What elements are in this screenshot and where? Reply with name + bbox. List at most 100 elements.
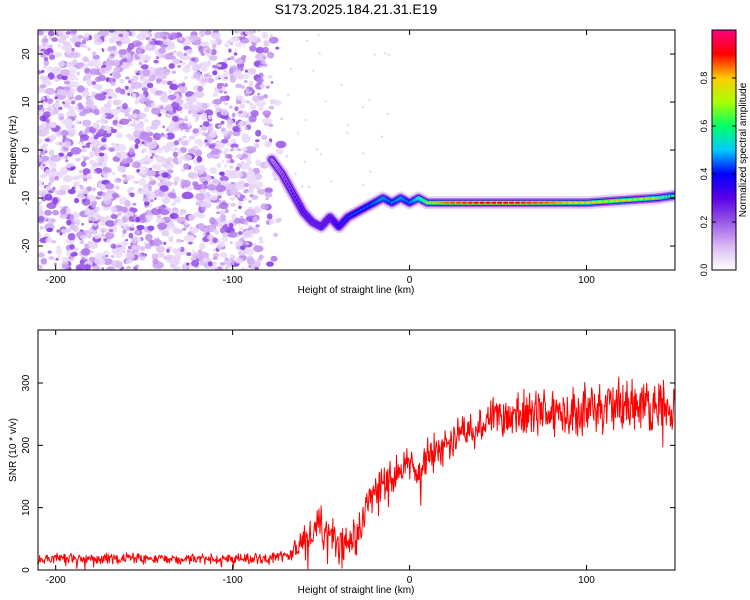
spectrogram-noise-blob: [386, 112, 389, 116]
spectrogram-noise-blob: [171, 101, 180, 110]
spectrogram-noise-blob: [92, 265, 100, 270]
spectrogram-noise-blob: [220, 108, 229, 116]
spectrogram-noise-blob: [236, 162, 242, 168]
spectrogram-signal-layer: [265, 153, 675, 234]
spectrogram-noise-blob: [66, 251, 71, 257]
spectrogram-noise-blob: [162, 125, 165, 129]
spectrogram-noise-blob: [232, 146, 238, 151]
spectrogram-noise-blob: [221, 236, 228, 243]
spectrogram-noise-blob: [153, 163, 162, 171]
spectrogram-noise-blob: [173, 181, 178, 186]
spectrogram-noise-blob: [101, 137, 107, 143]
spectrogram-noise-blob: [110, 243, 117, 249]
spectrogram-noise-blob: [101, 267, 105, 270]
spectrogram-noise-blob: [48, 182, 52, 186]
spectrogram-noise-blob: [128, 80, 132, 83]
spectrogram-noise-blob: [236, 110, 248, 118]
spectrogram-noise-blob: [226, 39, 231, 44]
spectrogram-noise-blob: [131, 245, 137, 250]
spectrogram-noise-blob: [110, 214, 118, 220]
spectrogram-noise-blob: [55, 248, 63, 255]
spectrogram-noise-blob: [57, 131, 62, 136]
spectrogram-noise-blob: [182, 154, 192, 162]
spectrogram-noise-blob: [38, 105, 43, 111]
spectrogram-noise-blob: [211, 43, 217, 50]
spectrogram-noise-blob: [67, 188, 76, 195]
spectrogram-noise-blob: [136, 41, 141, 46]
spectrogram-noise-blob: [235, 166, 240, 171]
colorbar-tick-label: 0.4: [699, 168, 709, 181]
spectrogram-noise-blob: [240, 215, 244, 220]
spectrogram-noise-blob: [168, 52, 174, 56]
spectrogram-noise-blob: [213, 98, 222, 105]
spectrogram-noise-blob: [141, 141, 145, 145]
spectrogram-noise-blob: [224, 102, 229, 106]
spectrogram-noise-blob: [173, 140, 180, 146]
spectrogram-noise-blob: [147, 225, 155, 231]
spectrogram-noise-blob: [86, 98, 92, 104]
spectrogram-noise-blob: [260, 170, 263, 173]
spectrogram-noise-blob: [224, 260, 230, 265]
spectrogram-noise-blob: [264, 140, 272, 148]
spectrogram-noise-blob: [204, 133, 208, 137]
spectrogram-noise-blob: [161, 177, 170, 183]
spectrogram-noise-blob: [200, 201, 206, 208]
spectrogram-noise-blob: [150, 156, 154, 159]
spectrogram-noise-blob: [91, 91, 96, 97]
spectrogram-noise-blob: [266, 261, 274, 267]
spectrogram-noise-blob: [200, 74, 204, 78]
spectrogram-noise-blob: [195, 193, 206, 201]
spectrogram-noise-blob: [69, 244, 75, 250]
spectrogram-noise-blob: [270, 255, 278, 262]
spectrogram-noise-blob: [154, 31, 165, 39]
spectrogram-noise-blob: [79, 138, 84, 143]
spectrogram-noise-blob: [50, 44, 53, 47]
spectrogram-noise-blob: [258, 236, 263, 241]
spectrogram-noise-blob: [209, 130, 218, 138]
spectrogram-noise-blob: [212, 64, 218, 69]
spectrogram-noise-blob: [118, 165, 126, 173]
spectrogram-noise-blob: [127, 43, 135, 50]
spectrogram-noise-blob: [146, 136, 153, 143]
spectrogram-noise-blob: [102, 191, 107, 197]
spectrogram-noise-blob: [257, 30, 261, 33]
snr-x-tick-label: -200: [46, 575, 66, 586]
spectrogram-noise-blob: [248, 171, 256, 177]
spectrogram-noise-blob: [151, 253, 159, 261]
spectrogram-x-tick-label: 0: [407, 275, 413, 286]
spectrogram-noise-blob: [244, 80, 248, 83]
spectrogram-noise-blob: [163, 158, 167, 162]
spectrogram-y-tick-label: 10: [21, 96, 32, 108]
spectrogram-noise-blob: [208, 55, 218, 61]
spectrogram-noise-blob: [71, 47, 75, 52]
spectrogram-noise-blob: [254, 173, 263, 180]
spectrogram-noise-blob: [70, 166, 76, 170]
spectrogram-noise-blob: [238, 120, 244, 127]
spectrogram-noise-blob: [241, 73, 250, 79]
spectrogram-noise-blob: [193, 106, 199, 112]
spectrogram-noise-blob: [78, 35, 84, 39]
spectrogram-noise-blob: [168, 169, 174, 174]
spectrogram-noise-blob: [175, 98, 184, 104]
spectrogram-noise-blob: [229, 196, 236, 201]
spectrogram-noise-blob: [90, 250, 94, 254]
spectrogram-noise-blob: [136, 244, 142, 251]
spectrogram-noise-blob: [181, 191, 194, 200]
spectrogram-noise-blob: [112, 172, 116, 176]
spectrogram-noise-blob: [81, 141, 85, 146]
colorbar-tick-label: 0.8: [699, 72, 709, 85]
spectrogram-noise-blob: [226, 124, 232, 129]
spectrogram-noise-blob: [171, 149, 175, 153]
spectrogram-noise-blob: [268, 218, 275, 225]
spectrogram-noise-blob: [213, 248, 217, 252]
spectrogram-noise-blob: [218, 202, 229, 210]
spectrogram-noise-blob: [168, 235, 174, 241]
spectrogram-noise-blob: [71, 186, 76, 190]
spectrogram-noise-blob: [82, 56, 89, 63]
spectrogram-noise-blob: [84, 156, 90, 160]
spectrogram-noise-blob: [134, 99, 140, 105]
spectrogram-noise-blob: [224, 76, 228, 80]
spectrogram-noise-blob: [229, 254, 235, 258]
spectrogram-noise-blob: [255, 159, 262, 167]
spectrogram-noise-blob: [45, 185, 52, 190]
